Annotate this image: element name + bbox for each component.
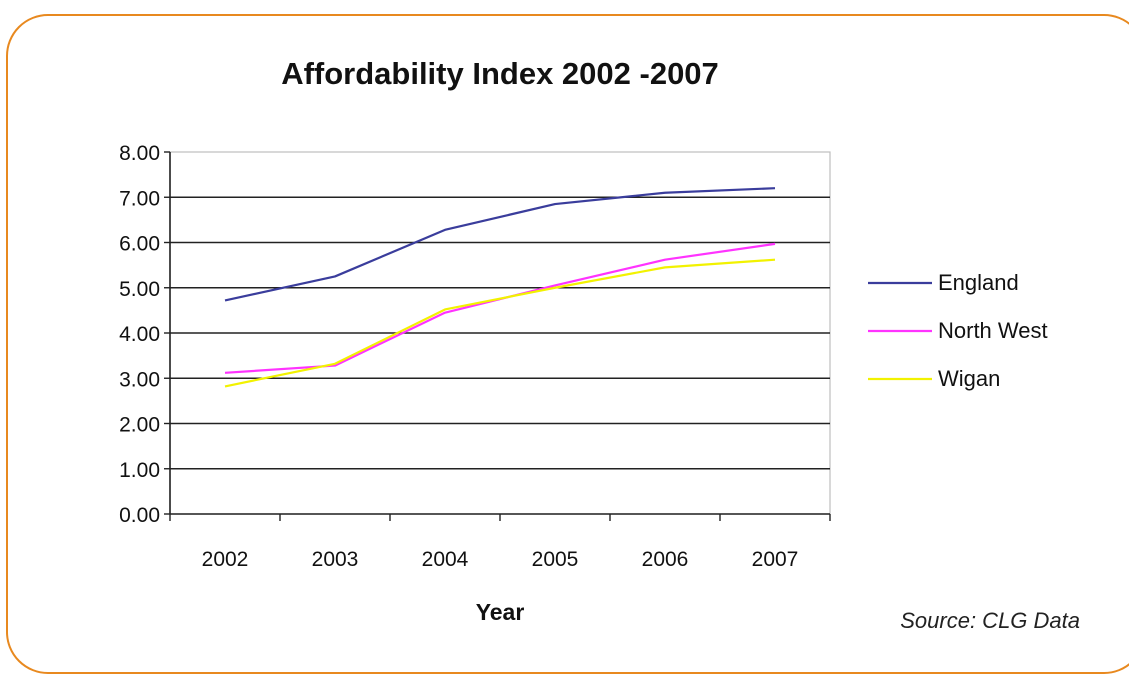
legend: England North West Wigan [868,270,1048,391]
y-tick-label: 3.00 [119,368,160,391]
series-line-england [224,187,776,302]
series-line-wigan [224,258,776,388]
y-tick-label: 1.00 [119,459,160,482]
y-tick-label: 5.00 [119,278,160,301]
x-tick-label: 2002 [202,548,249,571]
legend-label: North West [938,318,1048,343]
plot-area: 0.00 1.00 2.00 3.00 4.00 5.00 6.00 7.00 8.00 2002… [119,142,831,571]
x-tick-label: 2003 [312,548,359,571]
series-line-north-west [224,242,776,374]
chart-title: Affordability Index 2002 -2007 [281,56,719,91]
x-axis-title: Year [476,599,525,625]
y-tick-label: 0.00 [119,504,160,527]
line-chart: Affordability Index 2002 -2007 0.00 1.00 2… [119,56,1080,633]
source-note: Source: CLG Data [900,608,1080,633]
y-tick-label: 7.00 [119,187,160,210]
x-tick-label: 2004 [422,548,469,571]
y-tick-label: 4.00 [119,323,160,346]
legend-label: England [938,270,1019,295]
x-tick-label: 2007 [752,548,799,571]
y-tick-label: 8.00 [119,142,160,165]
y-tick-label: 2.00 [119,414,160,437]
legend-label: Wigan [938,366,1000,391]
x-tick-label: 2005 [532,548,579,571]
y-tick-label: 6.00 [119,233,160,256]
x-tick-label: 2006 [642,548,689,571]
